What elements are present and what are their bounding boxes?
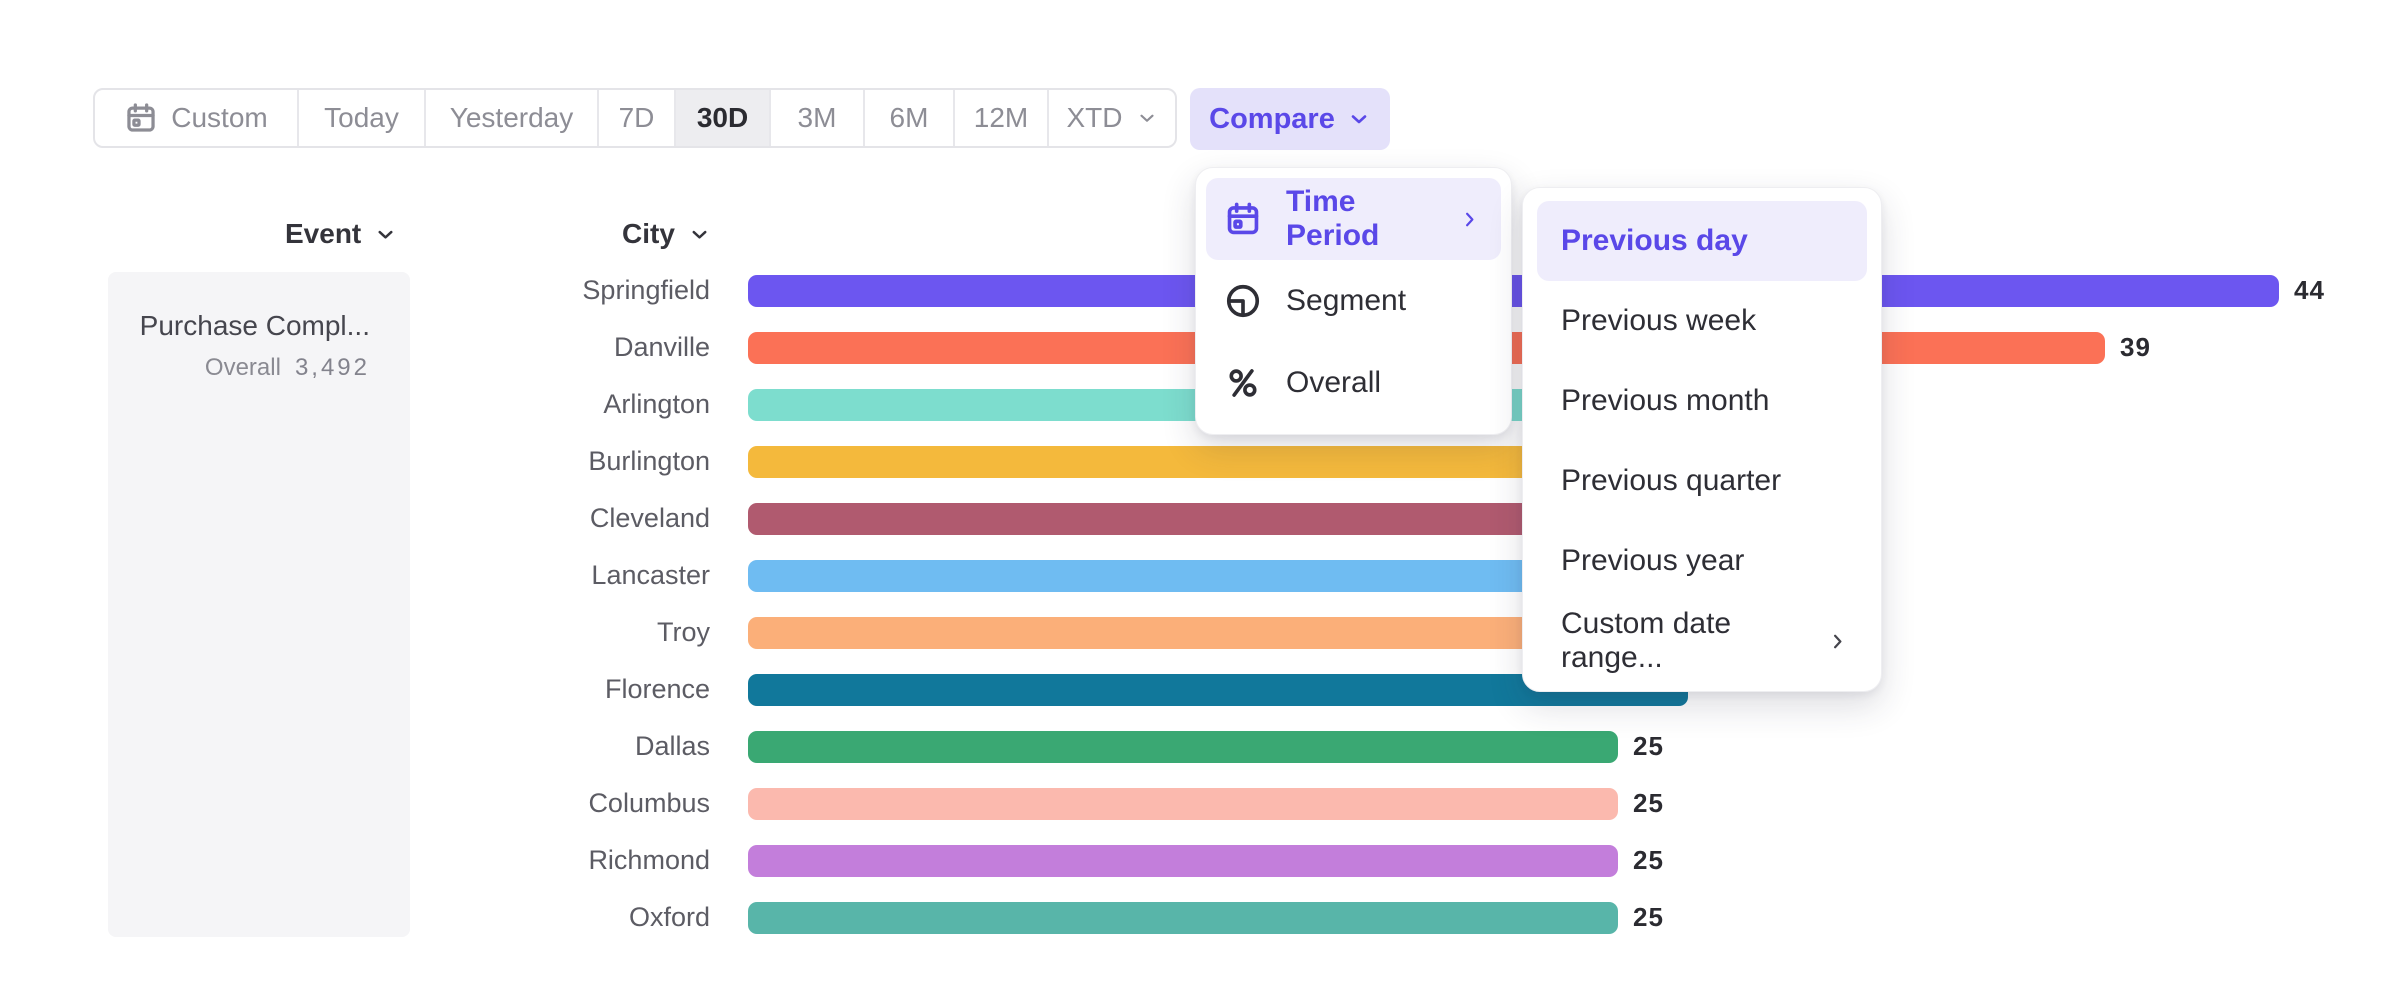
bar-category-label: Columbus: [588, 788, 710, 818]
compare-menu: Time Period Segment Overall: [1195, 167, 1512, 435]
bar-dallas[interactable]: [748, 730, 1618, 763]
time-period-submenu: Previous day Previous week Previous month P…: [1522, 187, 1882, 692]
menu-item-label: Time Period: [1286, 185, 1380, 252]
chevron-down-icon: [1351, 115, 1367, 124]
date-range-toolbar: Custom Today Yesterday 7D 30D 3M 6M 12M XTD: [93, 88, 1177, 148]
chart-row-oxford: Oxford 25: [0, 889, 2394, 946]
range-option-label: Today: [324, 102, 399, 133]
range-option-label: 6M: [889, 102, 929, 133]
menu-item-label: Previous year: [1561, 544, 1745, 577]
menu-item-custom-date-range[interactable]: Custom date range...: [1537, 601, 1867, 681]
bar-category-label: Richmond: [588, 845, 710, 875]
chart-row-lancaster: Lancaster: [0, 547, 2394, 604]
event-overall-count: Overall 3,492: [140, 354, 370, 382]
menu-item-previous-month[interactable]: Previous month: [1537, 361, 1867, 441]
overall-label: Overall: [204, 354, 281, 381]
chevron-down-icon: [1139, 114, 1154, 122]
menu-item-overall[interactable]: Overall: [1206, 342, 1501, 424]
menu-item-previous-year[interactable]: Previous year: [1537, 521, 1867, 601]
percent-icon: [1229, 369, 1257, 397]
calendar-icon: [1227, 202, 1259, 235]
event-card[interactable]: Purchase Compl... Overall 3,492: [108, 272, 410, 937]
bar-category-label: Florence: [604, 674, 710, 704]
range-option-30d[interactable]: 30D: [674, 90, 769, 146]
menu-item-label: Overall: [1286, 366, 1382, 399]
range-option-label: XTD: [1066, 102, 1123, 133]
bar-category-label: Danville: [613, 332, 710, 362]
calendar-icon: [127, 103, 155, 132]
chart-row-richmond: Richmond 25: [0, 832, 2394, 889]
bar-springfield[interactable]: [748, 274, 2279, 307]
compare-button-label: Compare: [1209, 102, 1335, 135]
menu-item-segment[interactable]: Segment: [1206, 260, 1501, 342]
menu-item-label: Previous week: [1561, 304, 1757, 337]
event-column-label: Event: [285, 218, 362, 249]
menu-item-previous-day[interactable]: Previous day: [1537, 201, 1867, 281]
range-option-12m[interactable]: 12M: [953, 90, 1047, 146]
range-option-6m[interactable]: 6M: [863, 90, 953, 146]
bar-richmond[interactable]: [748, 844, 1618, 877]
range-option-custom[interactable]: Custom: [95, 90, 297, 146]
chart-row-columbus: Columbus 25: [0, 775, 2394, 832]
chart-row-dallas: Dallas 25: [0, 718, 2394, 775]
range-option-label: 7D: [618, 102, 655, 133]
range-option-7d[interactable]: 7D: [597, 90, 674, 146]
bar-value-label: 44: [2294, 275, 2325, 305]
range-option-xtd[interactable]: XTD: [1047, 90, 1175, 146]
bar-columbus[interactable]: [748, 787, 1618, 820]
range-option-label: Custom: [171, 102, 268, 133]
bar-oxford[interactable]: [748, 901, 1618, 934]
bar-category-label: Cleveland: [589, 503, 710, 533]
menu-item-label: Previous day: [1561, 224, 1748, 257]
segment-icon: [1226, 284, 1260, 318]
city-column-label: City: [622, 218, 675, 249]
chart-row-springfield: Springfield 44: [0, 262, 2394, 319]
bar-value-label: 25: [1633, 902, 1664, 932]
bar-category-label: Oxford: [628, 902, 710, 932]
overall-value: 3,492: [294, 354, 370, 381]
range-option-yesterday[interactable]: Yesterday: [424, 90, 597, 146]
menu-item-previous-week[interactable]: Previous week: [1537, 281, 1867, 361]
menu-item-label: Custom date range...: [1561, 607, 1732, 674]
chevron-right-icon: [1834, 634, 1842, 648]
chevron-down-icon: [692, 230, 707, 239]
city-column-header[interactable]: City: [622, 218, 711, 250]
bar-category-label: Burlington: [588, 446, 710, 476]
event-name: Purchase Compl...: [139, 310, 370, 341]
menu-item-time-period[interactable]: Time Period: [1206, 178, 1501, 260]
event-column-header[interactable]: Event: [285, 218, 397, 250]
bar-category-label: Troy: [657, 617, 710, 647]
range-option-3m[interactable]: 3M: [769, 90, 863, 146]
range-option-today[interactable]: Today: [297, 90, 424, 146]
range-option-label: 12M: [973, 102, 1029, 133]
bar-value-label: 25: [1633, 731, 1664, 761]
chart-row-cleveland: Cleveland: [0, 490, 2394, 547]
bar-category-label: Arlington: [603, 389, 710, 419]
bar-value-label: 39: [2120, 332, 2151, 362]
chevron-down-icon: [378, 230, 393, 239]
range-option-label: Yesterday: [449, 102, 574, 133]
menu-item-label: Previous month: [1561, 384, 1770, 417]
range-option-label: 3M: [797, 102, 837, 133]
bar-value-label: 25: [1633, 788, 1664, 818]
range-option-label: 30D: [696, 102, 749, 133]
compare-button[interactable]: Compare: [1190, 88, 1390, 150]
chevron-right-icon: [1466, 212, 1474, 226]
menu-item-label: Segment: [1286, 284, 1407, 317]
menu-item-label: Previous quarter: [1561, 464, 1782, 497]
chart-row-burlington: Burlington: [0, 433, 2394, 490]
bar-category-label: Springfield: [582, 275, 710, 305]
bar-category-label: Dallas: [634, 731, 710, 761]
bar-category-label: Lancaster: [591, 560, 710, 590]
menu-item-previous-quarter[interactable]: Previous quarter: [1537, 441, 1867, 521]
chart-row-troy: Troy: [0, 604, 2394, 661]
chart-row-florence: Florence: [0, 661, 2394, 718]
bar-value-label: 25: [1633, 845, 1664, 875]
